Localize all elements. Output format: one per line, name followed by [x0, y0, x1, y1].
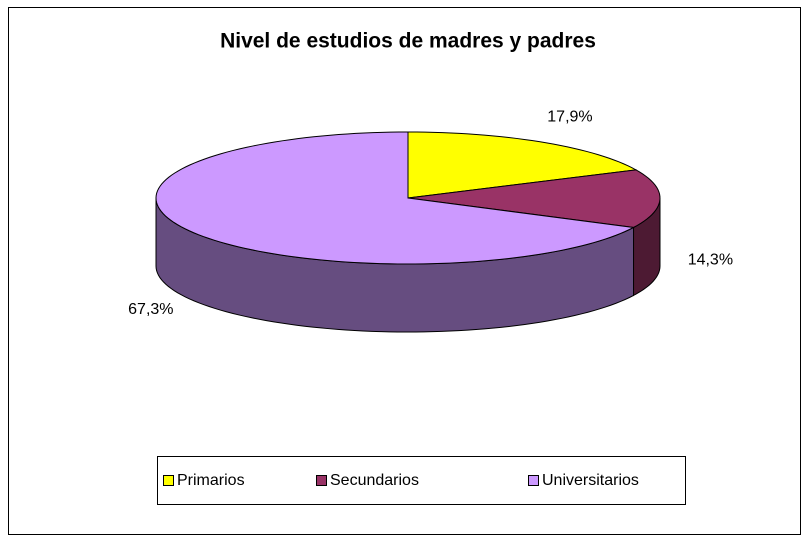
legend-label: Universitarios — [542, 472, 639, 489]
pie-slice — [155, 131, 636, 265]
legend-label: Primarios — [177, 472, 245, 489]
data-label: 17,9% — [547, 108, 592, 125]
legend-swatch — [316, 475, 327, 486]
chart-title: Nivel de estudios de madres y padres — [220, 30, 596, 53]
data-label: 14,3% — [688, 251, 733, 268]
pie-slice — [407, 131, 638, 199]
pie-slice — [407, 169, 661, 228]
legend-swatch — [528, 475, 539, 486]
legend-label: Secundarios — [330, 472, 419, 489]
data-label: 67,3% — [128, 301, 173, 318]
legend-swatch — [163, 475, 174, 486]
legend-box — [157, 456, 686, 505]
